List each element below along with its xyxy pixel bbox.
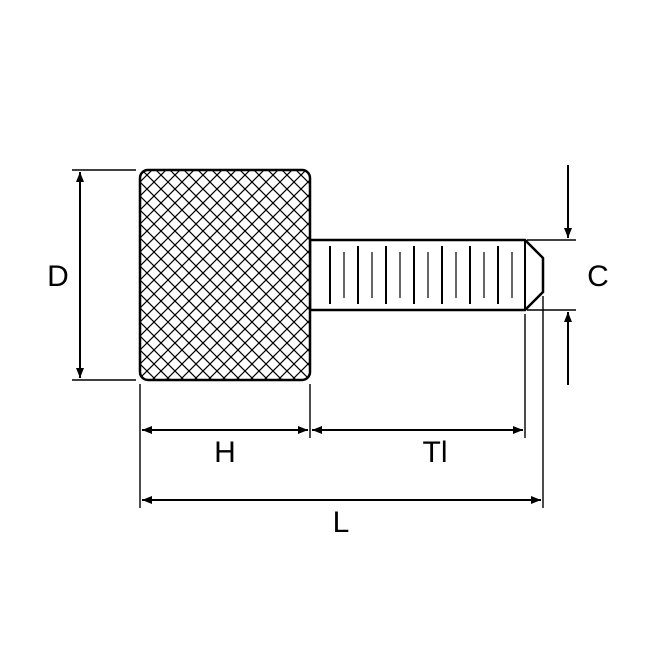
screw-shank — [310, 240, 543, 310]
dimension-h: H — [140, 384, 310, 469]
screw-head — [140, 170, 310, 380]
dimension-d: D — [47, 170, 136, 380]
label-l: L — [333, 506, 350, 539]
dimension-tl: Tl — [312, 314, 525, 469]
label-tl: Tl — [423, 436, 448, 469]
label-d: D — [47, 260, 69, 293]
diagram-container: D C H Tl L — [0, 0, 671, 670]
label-h: H — [214, 436, 236, 469]
label-c: C — [587, 260, 609, 293]
screw-body — [140, 170, 543, 380]
thumb-screw-diagram: D C H Tl L — [0, 0, 671, 670]
